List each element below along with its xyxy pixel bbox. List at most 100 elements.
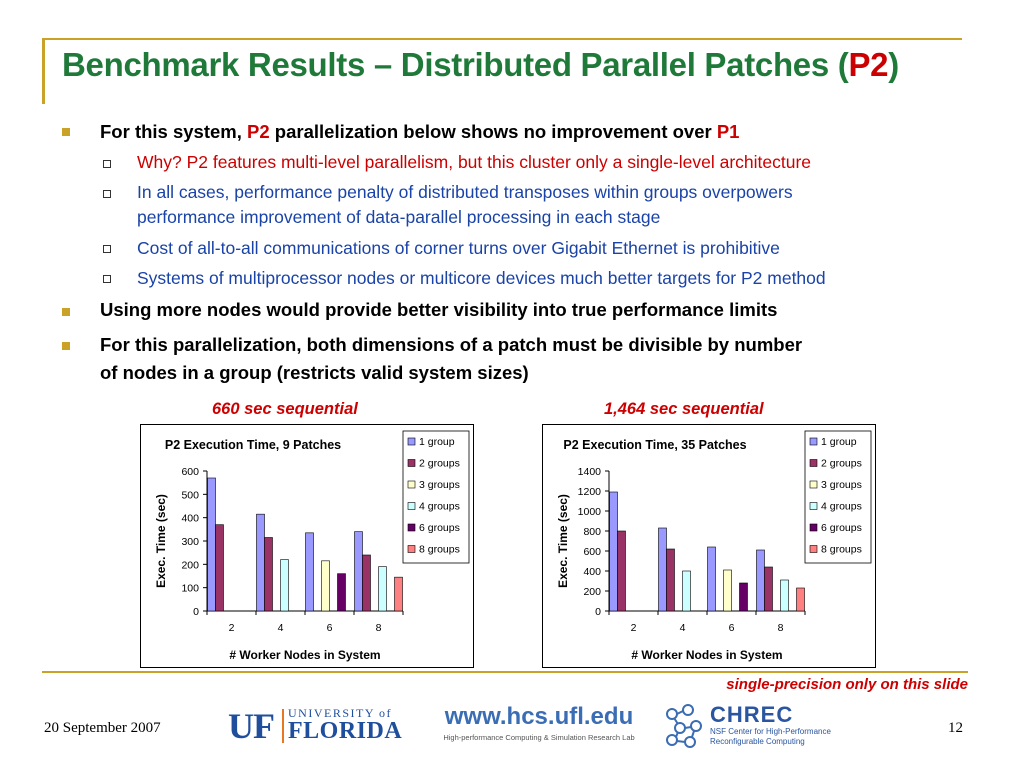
- x-tick-label: 6: [729, 622, 735, 634]
- y-tick-label: 500: [181, 489, 199, 501]
- bar: [305, 532, 314, 612]
- chart-title: P2 Execution Time, 35 Patches: [563, 438, 746, 452]
- legend-label: 6 groups: [419, 522, 460, 534]
- page-number: 12: [948, 720, 963, 736]
- uf-logo: UF UNIVERSITY of FLORIDA: [228, 706, 412, 746]
- y-tick-label: 600: [583, 546, 601, 558]
- y-tick-label: 400: [583, 566, 601, 578]
- bar: [780, 579, 789, 612]
- y-tick-label: 200: [583, 586, 601, 598]
- chrec-logo: CHREC NSF Center for High-Performance Re…: [662, 702, 837, 748]
- bullet-marker: [62, 342, 70, 350]
- bar: [264, 537, 273, 612]
- title-highlight: P2: [848, 46, 889, 83]
- bullet-2: Using more nodes would provide better vi…: [100, 299, 778, 320]
- y-tick-label: 1400: [578, 466, 602, 478]
- bar: [609, 491, 618, 612]
- bar: [682, 570, 691, 612]
- bar: [658, 527, 667, 612]
- y-tick-label: 0: [595, 606, 601, 618]
- uf-logo-divider: [282, 709, 284, 743]
- bar: [764, 566, 773, 612]
- chrec-subtitle-1: NSF Center for High-Performance: [710, 727, 831, 736]
- bullet-marker: [62, 308, 70, 316]
- uf-logo-florida: FLORIDA: [288, 718, 403, 744]
- bullet-3-line-1: For this parallelization, both dimension…: [100, 334, 803, 355]
- chart-svg: P2 Execution Time, 35 Patches 0 200 400 600 8…: [556, 430, 872, 662]
- y-tick-label: 100: [181, 583, 199, 595]
- legend-swatch: [407, 545, 416, 553]
- legend-swatch: [407, 523, 416, 532]
- sub-bullet-marker: [103, 245, 111, 253]
- y-tick-label: 800: [583, 526, 601, 538]
- legend-box: [402, 430, 470, 564]
- bullet-1-text-a: For this system,: [100, 121, 248, 142]
- chart-svg: P2 Execution Time, 9 Patches 0 100 200 300 40…: [154, 430, 470, 662]
- bar: [256, 513, 265, 612]
- bar: [707, 546, 716, 612]
- bar: [394, 576, 403, 612]
- sub-bullet-marker: [103, 190, 111, 198]
- uf-logo-university: UNIVERSITY of: [288, 706, 393, 720]
- bullet-1-text-b: parallelization below shows no improveme…: [269, 121, 717, 142]
- legend-swatch: [407, 480, 416, 489]
- bar: [739, 582, 748, 612]
- chrec-subtitle-2: Reconfigurable Computing: [710, 737, 805, 746]
- legend-label: 4 groups: [419, 501, 460, 513]
- sub-bullet-1: Why? P2 features multi-level parallelism…: [137, 152, 812, 172]
- bullet-1-highlight-p1: P1: [716, 121, 740, 142]
- chart-35-patches: P2 Execution Time, 35 Patches 0 200 400 600 8…: [542, 424, 876, 668]
- legend-swatch: [809, 502, 818, 510]
- chart-9-patches: P2 Execution Time, 9 Patches 0 100 200 300 40…: [140, 424, 474, 668]
- legend-label: 1 group: [821, 436, 857, 448]
- x-tick-label: 8: [376, 622, 382, 634]
- hcs-url: www.hcs.ufl.edu: [444, 703, 634, 730]
- y-tick-label: 600: [181, 466, 199, 478]
- legend-swatch: [809, 523, 818, 532]
- sub-bullet-4: Systems of multiprocessor nodes or multi…: [137, 268, 826, 288]
- legend-label: 2 groups: [821, 458, 862, 470]
- y-axis-title: Exec. Time (sec): [556, 494, 570, 588]
- bar: [354, 531, 363, 612]
- caption-right: 1,464 sec sequential: [604, 400, 764, 418]
- legend-swatch: [809, 437, 818, 446]
- title-accent-bar: [42, 38, 45, 104]
- bar: [723, 569, 732, 612]
- bar: [378, 566, 387, 612]
- legend-label: 2 groups: [419, 458, 460, 470]
- bullet-marker: [62, 128, 70, 136]
- x-tick-label: 6: [327, 622, 333, 634]
- bar: [362, 554, 371, 612]
- caption-left: 660 sec sequential: [212, 400, 358, 418]
- title-rule: [42, 38, 962, 40]
- legend-swatch: [809, 545, 818, 553]
- uf-logo-mark: UF: [228, 706, 275, 746]
- bar: [215, 524, 224, 612]
- chrec-circuit-icon: [666, 704, 702, 748]
- y-tick-label: 0: [193, 606, 199, 618]
- title-main: Benchmark Results – Distributed Parallel…: [62, 46, 849, 83]
- legend-swatch: [407, 502, 416, 510]
- x-tick-label: 4: [278, 622, 284, 634]
- legend-swatch: [809, 480, 818, 489]
- sub-bullet-3: Cost of all-to-all communications of cor…: [137, 238, 780, 258]
- bar: [666, 548, 675, 612]
- sub-bullet-2-line-1: In all cases, performance penalty of dis…: [137, 182, 793, 202]
- chrec-name: CHREC: [710, 702, 794, 727]
- chart-title: P2 Execution Time, 9 Patches: [165, 438, 341, 452]
- x-tick-label: 8: [778, 622, 784, 634]
- hcs-logo: www.hcs.ufl.edu High-performance Computi…: [424, 703, 654, 746]
- bar: [796, 587, 805, 612]
- legend-swatch: [407, 437, 416, 446]
- sub-bullet-marker: [103, 160, 111, 168]
- legend-label: 8 groups: [821, 544, 862, 556]
- legend-label: 1 group: [419, 436, 455, 448]
- precision-note: single-precision only on this slide: [726, 676, 968, 693]
- legend-label: 3 groups: [821, 479, 862, 491]
- y-tick-label: 1200: [578, 486, 602, 498]
- x-axis-title: # Worker Nodes in System: [631, 648, 782, 662]
- bar: [280, 559, 289, 612]
- footer-date: 20 September 2007: [44, 720, 161, 736]
- footer-rule: [42, 671, 968, 673]
- bar: [756, 549, 765, 612]
